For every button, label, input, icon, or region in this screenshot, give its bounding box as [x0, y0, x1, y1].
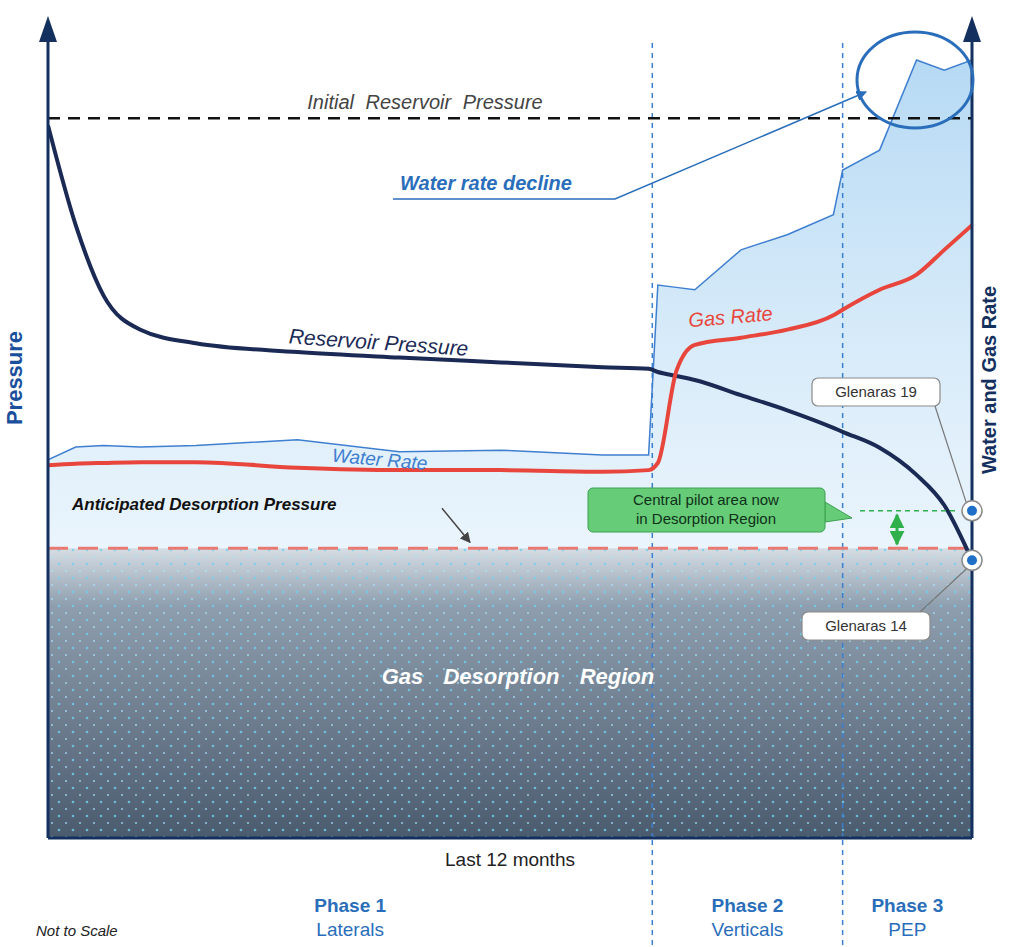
svg-text:Initial Reservoir Pressure: Initial Reservoir Pressure [307, 91, 542, 113]
svg-text:Last 12 months: Last 12 months [445, 849, 575, 870]
svg-text:Gas Rate: Gas Rate [687, 302, 773, 331]
svg-text:Pressure: Pressure [2, 331, 27, 425]
svg-text:Not to Scale: Not to Scale [36, 922, 118, 939]
svg-text:Verticals: Verticals [712, 919, 784, 940]
svg-text:in Desorption Region: in Desorption Region [636, 510, 776, 527]
svg-text:Anticipated Desorption Pressur: Anticipated Desorption Pressure [71, 495, 337, 514]
svg-text:Water Rate: Water Rate [331, 445, 428, 474]
svg-text:Glenaras 19: Glenaras 19 [835, 383, 917, 400]
svg-text:Laterals: Laterals [316, 919, 384, 940]
svg-text:Gas Desorption Region: Gas Desorption Region [382, 664, 654, 689]
svg-text:Phase 1: Phase 1 [314, 895, 386, 916]
svg-text:Water and Gas Rate: Water and Gas Rate [978, 286, 1000, 474]
svg-text:Phase 2: Phase 2 [712, 895, 784, 916]
svg-text:Water rate decline: Water rate decline [400, 172, 572, 194]
svg-text:Glenaras 14: Glenaras 14 [825, 617, 907, 634]
svg-text:Reservoir Pressure: Reservoir Pressure [288, 324, 469, 359]
svg-text:Central pilot area now: Central pilot area now [633, 491, 779, 508]
svg-text:Phase 3: Phase 3 [871, 895, 943, 916]
svg-text:PEP: PEP [888, 919, 926, 940]
